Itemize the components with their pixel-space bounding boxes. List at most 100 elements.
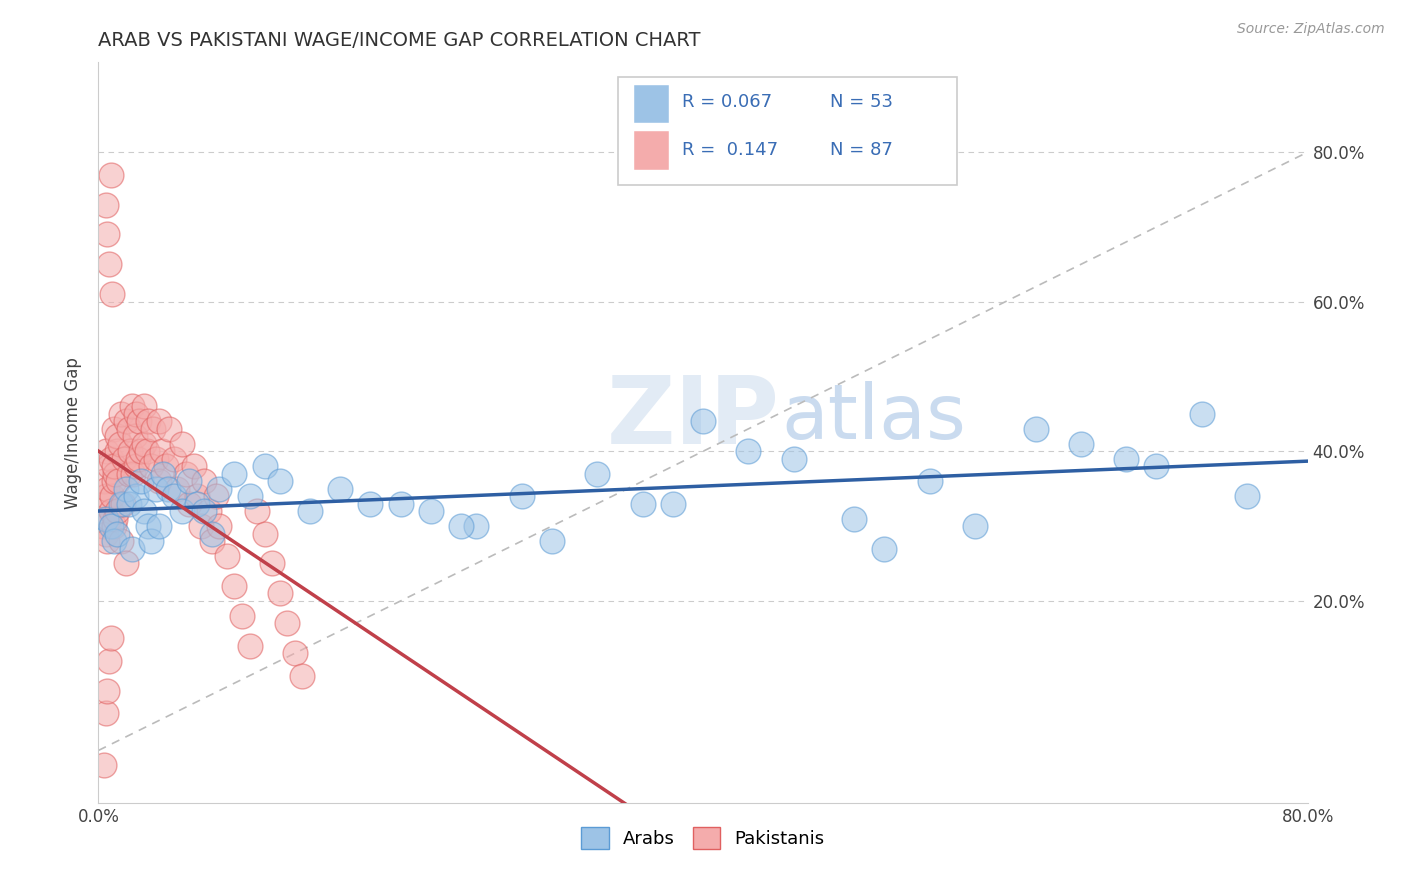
Point	[110, 407, 132, 421]
Point	[224, 467, 246, 481]
Point	[100, 451, 122, 466]
Point	[103, 534, 125, 549]
Point	[193, 474, 215, 488]
Point	[170, 437, 193, 451]
Point	[94, 511, 117, 525]
Point	[129, 474, 152, 488]
Point	[450, 519, 472, 533]
Point	[269, 586, 291, 600]
Text: ZIP: ZIP	[606, 372, 779, 464]
Point	[163, 451, 186, 466]
Point	[1144, 459, 1167, 474]
Point	[108, 437, 131, 451]
Point	[631, 497, 654, 511]
Point	[155, 459, 177, 474]
Point	[111, 497, 134, 511]
Point	[121, 400, 143, 414]
Point	[120, 444, 142, 458]
Point	[94, 489, 117, 503]
Point	[136, 414, 159, 428]
Point	[112, 451, 135, 466]
Point	[105, 444, 128, 458]
Point	[152, 467, 174, 481]
Point	[125, 489, 148, 503]
Point	[148, 519, 170, 533]
Point	[132, 504, 155, 518]
FancyBboxPatch shape	[634, 85, 669, 123]
Text: R = 0.067: R = 0.067	[682, 93, 772, 111]
Point	[93, 474, 115, 488]
Point	[540, 534, 562, 549]
Point	[98, 257, 121, 271]
Point	[1070, 437, 1092, 451]
Point	[186, 489, 208, 503]
Point	[104, 511, 127, 525]
Point	[105, 429, 128, 443]
Point	[100, 519, 122, 533]
Point	[291, 668, 314, 682]
Point	[205, 489, 228, 503]
Point	[166, 482, 188, 496]
Point	[114, 482, 136, 496]
Point	[586, 467, 609, 481]
Point	[98, 459, 121, 474]
Point	[156, 482, 179, 496]
Point	[98, 511, 121, 525]
Point	[329, 482, 352, 496]
Point	[132, 437, 155, 451]
Point	[128, 414, 150, 428]
Text: N = 53: N = 53	[830, 93, 893, 111]
FancyBboxPatch shape	[619, 78, 957, 185]
Point	[96, 534, 118, 549]
Point	[101, 489, 124, 503]
Point	[93, 758, 115, 772]
Point	[104, 467, 127, 481]
Point	[692, 414, 714, 428]
Point	[105, 504, 128, 518]
Point	[145, 451, 167, 466]
Point	[284, 646, 307, 660]
Point	[918, 474, 941, 488]
Point	[186, 497, 208, 511]
Point	[148, 414, 170, 428]
Point	[224, 579, 246, 593]
Text: atlas: atlas	[782, 381, 966, 455]
Point	[110, 497, 132, 511]
Point	[965, 519, 987, 533]
Point	[100, 168, 122, 182]
Point	[103, 519, 125, 533]
Point	[96, 482, 118, 496]
Point	[1024, 422, 1046, 436]
Point	[215, 549, 238, 563]
FancyBboxPatch shape	[634, 131, 669, 169]
Point	[239, 639, 262, 653]
Point	[127, 451, 149, 466]
Point	[197, 504, 219, 518]
Point	[208, 482, 231, 496]
Point	[101, 287, 124, 301]
Point	[142, 422, 165, 436]
Point	[121, 541, 143, 556]
Y-axis label: Wage/Income Gap: Wage/Income Gap	[65, 357, 83, 508]
Point	[93, 497, 115, 511]
Point	[91, 519, 114, 533]
Point	[103, 459, 125, 474]
Point	[661, 497, 683, 511]
Point	[118, 467, 141, 481]
Point	[94, 444, 117, 458]
Point	[141, 534, 163, 549]
Point	[100, 632, 122, 646]
Text: R =  0.147: R = 0.147	[682, 141, 779, 159]
Point	[844, 511, 866, 525]
Point	[141, 459, 163, 474]
Point	[103, 474, 125, 488]
Point	[389, 497, 412, 511]
Point	[98, 654, 121, 668]
Point	[179, 497, 201, 511]
Point	[136, 519, 159, 533]
Point	[510, 489, 533, 503]
Point	[262, 557, 284, 571]
Point	[96, 683, 118, 698]
Point	[129, 444, 152, 458]
Point	[246, 504, 269, 518]
